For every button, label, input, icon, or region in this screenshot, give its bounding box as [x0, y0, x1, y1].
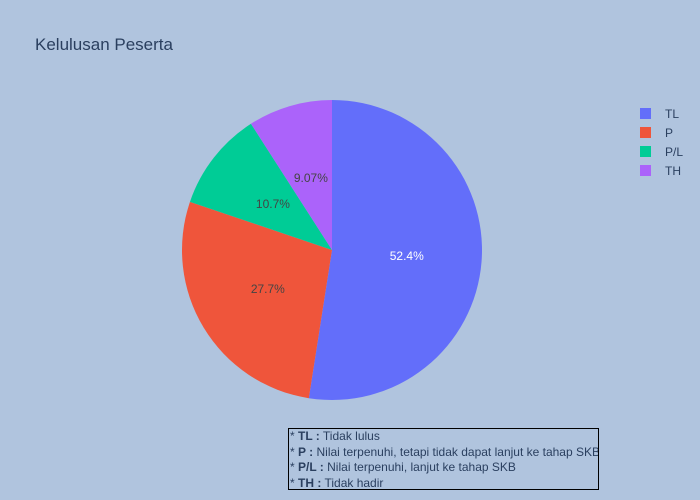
note-text: Nilai terpenuhi, lanjut ke tahap SKB	[327, 460, 516, 475]
pie-slice-labels: 52.4% 27.7% 10.7% 9.07%	[251, 171, 424, 296]
annotation-box: * TL : Tidak lulus * P : Nilai terpenuhi…	[288, 428, 599, 490]
pie-slice-label: 9.07%	[294, 171, 328, 185]
note-text: Nilai terpenuhi, tetapi tidak dapat lanj…	[316, 444, 599, 459]
note-key: TL :	[298, 429, 320, 443]
pie-slices	[182, 100, 482, 400]
legend-swatch	[640, 165, 651, 176]
note-pl: * P/L : Nilai terpenuhi, lanjut ke tahap…	[290, 460, 516, 475]
note-key: TH :	[298, 475, 322, 490]
pie-slice-pl[interactable]	[189, 123, 332, 250]
chart-title: Kelulusan Peserta	[35, 35, 174, 54]
note-key: P/L :	[298, 460, 324, 475]
note-tl: * TL : Tidak lulus	[290, 429, 380, 443]
pie-slice-label: 10.7%	[256, 197, 290, 211]
legend[interactable]: TL P P/L TH	[640, 107, 683, 178]
legend-label: P	[665, 126, 673, 140]
note-th: * TH : Tidak hadir	[290, 475, 384, 490]
pie-slice-label: 52.4%	[390, 249, 424, 263]
pie-slice-p[interactable]	[182, 201, 332, 399]
legend-label: TH	[665, 164, 681, 178]
pie-slice-tl[interactable]	[308, 100, 482, 400]
legend-swatch	[640, 146, 651, 157]
legend-item-p[interactable]: P	[640, 126, 673, 140]
pie-slice-th[interactable]	[250, 100, 332, 250]
note-p: * P : Nilai terpenuhi, tetapi tidak dapa…	[290, 444, 599, 459]
pie-slice-label: 27.7%	[251, 282, 285, 296]
note-text: Tidak hadir	[324, 475, 384, 490]
legend-item-th[interactable]: TH	[640, 164, 681, 178]
legend-item-tl[interactable]: TL	[640, 107, 679, 121]
legend-label: TL	[665, 107, 679, 121]
legend-item-pl[interactable]: P/L	[640, 145, 683, 159]
note-text: Tidak lulus	[322, 429, 380, 443]
legend-swatch	[640, 127, 651, 138]
legend-swatch	[640, 108, 651, 119]
note-key: P :	[298, 444, 314, 459]
legend-label: P/L	[665, 145, 683, 159]
